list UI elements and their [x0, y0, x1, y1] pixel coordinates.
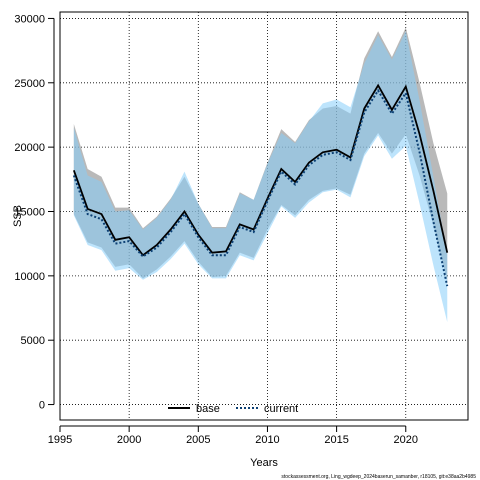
- y-axis-title: SSB: [12, 205, 24, 227]
- confidence-band-current: [73, 31, 448, 323]
- y-axis: 0 5000 10000 15000 20000 25000 30000: [14, 13, 55, 412]
- series-line-base: [72, 83, 449, 257]
- legend: base current: [168, 403, 298, 415]
- y-tick-label: 30000: [14, 13, 45, 25]
- series-line-current: [72, 88, 449, 287]
- x-tick-label: 2015: [324, 434, 348, 446]
- x-tick-label: 1995: [48, 434, 72, 446]
- legend-label-base: base: [196, 403, 220, 415]
- y-tick-label: 10000: [14, 271, 45, 283]
- x-axis-title: Years: [250, 457, 278, 469]
- x-tick-label: 2005: [186, 434, 210, 446]
- legend-label-current: current: [264, 403, 298, 415]
- y-tick-label: 5000: [21, 335, 45, 347]
- y-tick-label: 0: [39, 400, 45, 412]
- x-tick-label: 2000: [117, 434, 141, 446]
- series-lines: [72, 83, 449, 287]
- x-axis: 1995 2000 2005 2010 2015 2020: [48, 425, 418, 446]
- y-tick-label: 20000: [14, 142, 45, 154]
- y-tick-label: 25000: [14, 78, 45, 90]
- x-tick-label: 2010: [255, 434, 279, 446]
- y-tick-label: 15000: [14, 206, 45, 218]
- x-tick-label: 2020: [394, 434, 418, 446]
- plot-frame: [59, 11, 469, 421]
- footnote-text: stockassessment.org, Ling_wgdeep_2024bas…: [281, 474, 476, 480]
- confidence-bands: [73, 27, 448, 323]
